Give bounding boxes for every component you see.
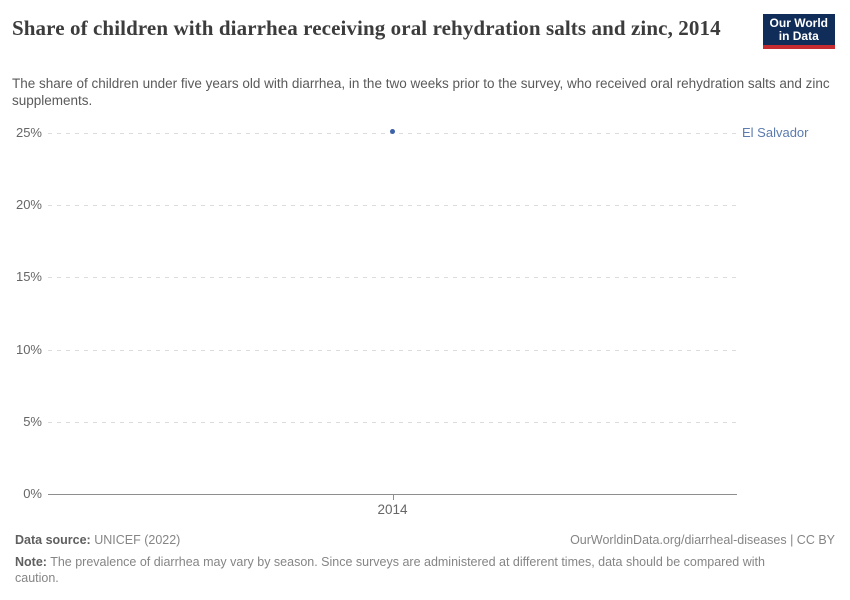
data-point-el-salvador[interactable] bbox=[390, 129, 395, 135]
entity-label-el-salvador[interactable]: El Salvador bbox=[742, 124, 809, 140]
y-tick-label: 25% bbox=[15, 125, 42, 140]
data-source-value: UNICEF (2022) bbox=[90, 533, 181, 547]
gridline bbox=[48, 422, 737, 423]
x-axis-line bbox=[48, 494, 737, 495]
gridline bbox=[48, 350, 737, 351]
gridline bbox=[48, 205, 737, 206]
owid-logo: Our World in Data bbox=[762, 14, 835, 49]
x-tick-mark bbox=[392, 495, 394, 500]
y-tick-label: 20% bbox=[15, 197, 42, 212]
data-source-label: Data source: bbox=[15, 533, 91, 547]
gridline bbox=[48, 277, 737, 278]
chart-title: Share of children with diarrhea receivin… bbox=[12, 16, 721, 40]
chart-footer: Data source: UNICEF (2022) OurWorldinDat… bbox=[15, 533, 835, 548]
chart-note: Note: The prevalence of diarrhea may var… bbox=[15, 554, 787, 586]
note-label: Note: bbox=[15, 555, 47, 569]
attribution: OurWorldinData.org/diarrheal-diseases | … bbox=[570, 533, 835, 547]
owid-logo-line1: Our World bbox=[769, 16, 828, 30]
y-tick-label: 15% bbox=[15, 269, 42, 284]
owid-logo-line2: in Data bbox=[778, 29, 819, 43]
chart-subtitle: The share of children under five years o… bbox=[12, 76, 830, 108]
note-text: The prevalence of diarrhea may vary by s… bbox=[15, 555, 765, 585]
y-tick-label: 5% bbox=[23, 414, 42, 429]
y-tick-label: 10% bbox=[15, 342, 42, 357]
data-source: Data source: UNICEF (2022) bbox=[15, 533, 180, 548]
y-tick-label: 0% bbox=[23, 486, 42, 501]
x-tick-label: 2014 bbox=[377, 502, 408, 517]
